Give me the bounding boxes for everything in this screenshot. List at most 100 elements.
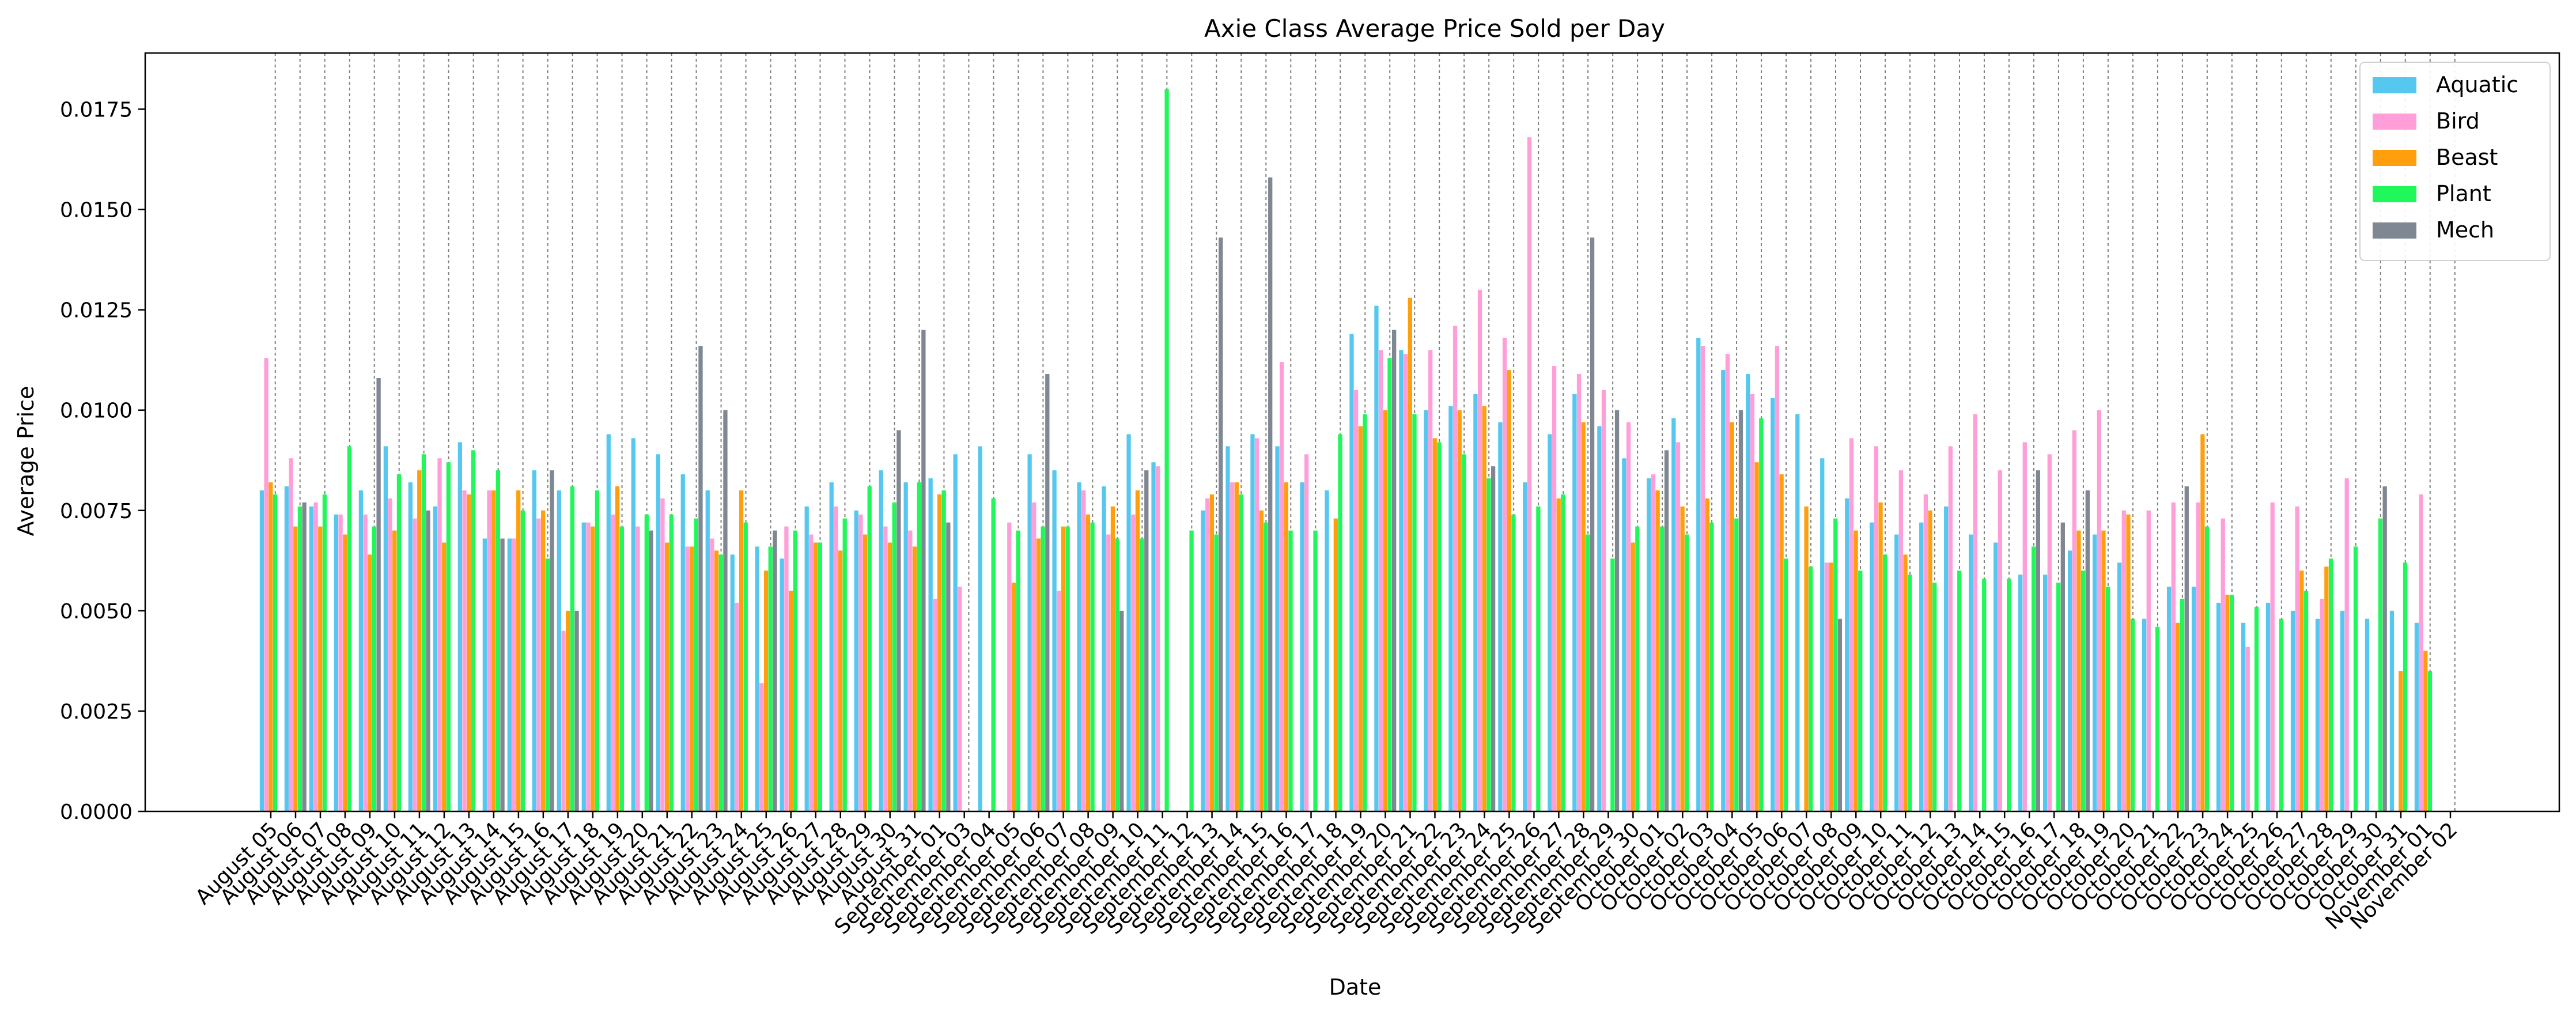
bar (581, 522, 586, 811)
bar (1007, 522, 1012, 811)
bar (1255, 438, 1259, 811)
bar (2229, 595, 2234, 811)
bar (1994, 542, 1998, 811)
bar (705, 490, 710, 811)
bar (1675, 442, 1681, 811)
bar (1268, 177, 1273, 812)
series-plant (273, 89, 2433, 812)
bar (842, 518, 847, 811)
bar (1858, 571, 1863, 811)
legend-swatch (2373, 77, 2416, 93)
bar (2315, 618, 2320, 811)
bar (1957, 571, 1962, 811)
bar (1473, 394, 1478, 811)
bar (1041, 526, 1045, 811)
bar (1259, 510, 1264, 811)
bar (1140, 538, 1144, 811)
bar (2389, 610, 2395, 811)
legend-label: Plant (2436, 181, 2491, 206)
bar (813, 542, 818, 811)
bar (921, 330, 926, 811)
bar (1626, 422, 1631, 811)
y-tick-label: 0.0050 (60, 600, 133, 624)
chart-title: Axie Class Average Price Sold per Day (1204, 14, 1665, 43)
bar (2022, 442, 2027, 811)
bar (1131, 514, 1136, 811)
y-tick-label: 0.0025 (60, 700, 133, 724)
bar (1523, 482, 1527, 811)
bar (718, 554, 723, 811)
bar (2097, 410, 2101, 811)
bar (1482, 406, 1486, 811)
bar (1349, 334, 1354, 811)
bar (1548, 434, 1552, 811)
bar (421, 454, 426, 811)
bar (946, 522, 951, 811)
bar (2047, 454, 2052, 811)
bar (883, 526, 888, 811)
bar (388, 498, 392, 811)
bar (1671, 418, 1676, 811)
bar (1969, 534, 1973, 811)
bar (532, 470, 536, 811)
bar (1878, 502, 1883, 811)
bar (723, 410, 728, 811)
bar (536, 518, 541, 811)
bar (1115, 538, 1119, 811)
bar (656, 454, 660, 811)
bar (664, 542, 669, 811)
bar (780, 558, 784, 811)
bar (570, 486, 574, 811)
bar (1313, 530, 1318, 811)
bar (1705, 498, 1709, 811)
bar (669, 514, 674, 811)
bar (1820, 458, 1825, 811)
bar (829, 482, 834, 811)
bar (376, 378, 381, 811)
legend-box (2359, 62, 2551, 261)
bar (1102, 486, 1106, 811)
bar (1845, 498, 1849, 811)
bar (1581, 422, 1586, 811)
bar (863, 534, 868, 811)
bar (338, 514, 343, 811)
legend-label: Mech (2436, 217, 2494, 243)
bar (714, 550, 719, 811)
bar (739, 490, 744, 811)
bar (1358, 426, 1363, 811)
bar (2344, 478, 2349, 811)
bars (259, 89, 2433, 812)
bar (1378, 350, 1383, 811)
bar (1759, 418, 1764, 811)
bar (2399, 671, 2403, 811)
bar (1586, 534, 1590, 811)
bar (471, 450, 476, 811)
bar (903, 482, 908, 811)
bar (2200, 434, 2205, 811)
bar (1572, 394, 1577, 811)
bar (2270, 502, 2275, 811)
bar (1680, 506, 1685, 811)
bar (1027, 454, 1032, 811)
bar (1225, 446, 1230, 811)
bar (689, 546, 694, 811)
bar (313, 502, 318, 811)
bar (520, 510, 525, 811)
bar (1948, 446, 1953, 811)
bar (557, 490, 561, 811)
bar (595, 490, 599, 811)
bar (2254, 606, 2259, 811)
bar (1288, 530, 1293, 811)
bar (763, 571, 769, 811)
bar (1052, 470, 1057, 811)
bar (892, 502, 897, 811)
bar (768, 546, 773, 811)
bar (1829, 562, 1833, 811)
bar (2303, 591, 2309, 811)
bar (507, 538, 512, 811)
bar (793, 530, 797, 811)
bar (561, 630, 566, 811)
y-axis-label: Average Price (13, 386, 39, 537)
